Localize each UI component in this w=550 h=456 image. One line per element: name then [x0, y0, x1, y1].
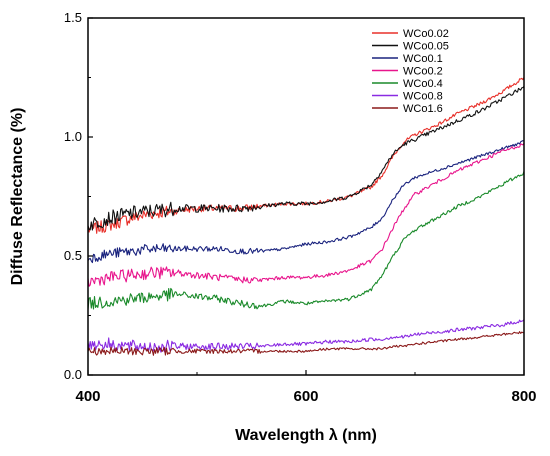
x-tick-label: 600	[293, 388, 318, 405]
plot-frame	[87, 17, 525, 376]
series-layer	[87, 76, 525, 356]
tick-layer: 0.0 0.5 1.0 1.5 400 600 800	[64, 10, 537, 405]
legend-label: WCo0.4	[403, 78, 443, 90]
y-axis-title: Diffuse Reflectance (%)	[9, 108, 26, 286]
y-tick-label: 1.0	[64, 129, 82, 144]
legend-label: WCo1.6	[403, 103, 443, 115]
legend-label: WCo0.05	[403, 41, 449, 53]
x-tick-label: 400	[75, 388, 100, 405]
series-line-wco0-05	[87, 85, 525, 231]
series-line-wco0-8	[87, 319, 525, 353]
y-tick-label: 0.0	[64, 367, 82, 382]
y-tick-label: 1.5	[64, 10, 82, 25]
x-axis-title: Wavelength λ (nm)	[235, 427, 377, 444]
y-tick-label: 0.5	[64, 248, 82, 263]
x-tick-label: 800	[511, 388, 536, 405]
legend-label: WCo0.8	[403, 91, 443, 103]
legend-label: WCo0.02	[403, 28, 449, 40]
legend-label: WCo0.1	[403, 53, 443, 65]
series-line-wco0-4	[87, 171, 525, 310]
legend: WCo0.02WCo0.05WCo0.1WCo0.2WCo0.4WCo0.8WC…	[372, 28, 449, 115]
series-line-wco0-1	[87, 140, 525, 264]
series-line-wco1-6	[87, 331, 525, 356]
series-line-wco0-02	[87, 76, 525, 234]
series-line-wco0-2	[87, 142, 525, 287]
legend-label: WCo0.2	[403, 66, 443, 78]
